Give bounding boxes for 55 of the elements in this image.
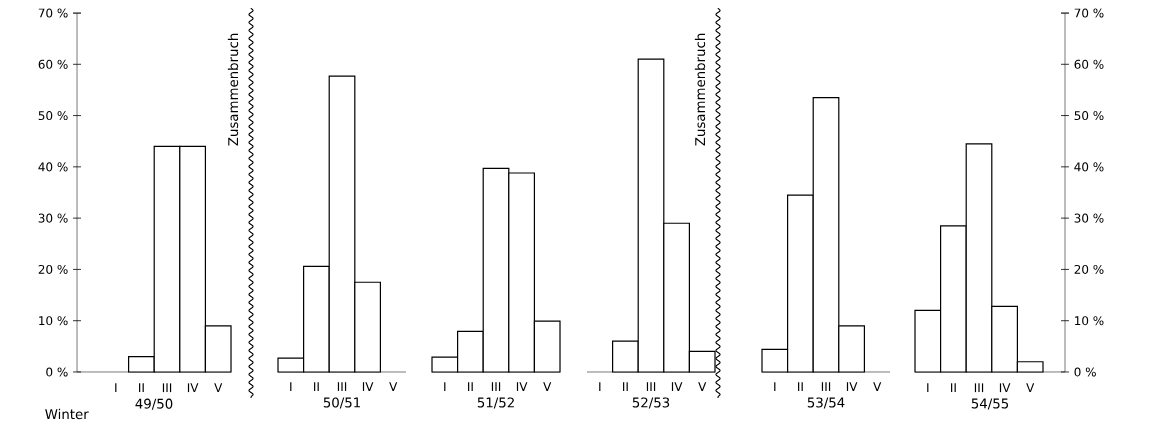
x-tick-label: III: [646, 382, 656, 391]
x-tick-label: II: [314, 382, 319, 391]
x-tick-label: IV: [187, 383, 199, 393]
y2-tick-label: 10 %: [1075, 316, 1104, 326]
x-axis-title: 49/50: [135, 398, 173, 410]
x-tick-label: II: [468, 382, 473, 391]
x-tick-label: III: [491, 382, 501, 391]
x-tick-label: IV: [516, 382, 528, 391]
x-tick-label: III: [974, 383, 984, 393]
x-tick-label: IV: [362, 382, 374, 391]
y2-tick-label: 30 %: [1074, 213, 1104, 223]
x-axis-title: 53/54: [807, 397, 845, 409]
x-tick-label: IV: [999, 383, 1011, 393]
y-tick-label: 70 %: [38, 8, 68, 18]
x-tick-label: I: [444, 382, 446, 391]
y-tick-label: 50 %: [38, 111, 68, 121]
text: Winter: [45, 408, 89, 420]
x-tick-label: II: [951, 383, 956, 393]
annotation: Zusammenbruch: [694, 33, 706, 146]
x-tick-label: III: [162, 383, 172, 393]
y2-tick-label: 70 %: [1074, 8, 1104, 18]
x-tick-label: I: [927, 383, 929, 393]
x-tick-label: II: [623, 382, 628, 391]
x-tick-label: I: [115, 383, 117, 393]
x-tick-label: V: [873, 382, 882, 391]
x-axis-title: 54/55: [971, 398, 1009, 410]
x-tick-label: II: [139, 383, 144, 393]
y2-tick-label: 0 %: [1074, 367, 1096, 377]
x-tick-label: III: [337, 382, 347, 391]
x-tick-label: V: [543, 382, 552, 391]
annotation: Zusammenbruch: [227, 33, 239, 146]
y-tick-label: 30 %: [38, 213, 68, 223]
x-tick-label: IV: [846, 382, 858, 391]
y-tick-label: 0 %: [46, 367, 68, 377]
x-tick-label: II: [798, 382, 803, 391]
x-tick-label: III: [821, 382, 831, 391]
y2-tick-label: 40 %: [1074, 162, 1104, 172]
y2-tick-label: 20 %: [1074, 264, 1104, 274]
x-tick-label: V: [698, 382, 707, 391]
x-tick-label: I: [599, 382, 601, 391]
y-tick-label: 20 %: [38, 264, 68, 274]
y-tick-label: 10 %: [39, 316, 68, 326]
y2-tick-label: 50 %: [1074, 111, 1104, 121]
x-tick-label: I: [290, 382, 292, 391]
x-tick-label: V: [1026, 383, 1035, 393]
x-tick-label: V: [214, 383, 223, 393]
y-tick-label: 60 %: [38, 59, 68, 69]
x-tick-label: I: [774, 382, 776, 391]
y-tick-label: 40 %: [38, 162, 68, 172]
x-axis-title: 52/53: [632, 397, 670, 409]
x-axis-title: 50/51: [323, 397, 360, 409]
y2-tick-label: 60 %: [1074, 59, 1104, 69]
x-tick-label: IV: [671, 382, 683, 391]
x-axis-title: 51/52: [477, 397, 514, 409]
x-tick-label: V: [389, 382, 398, 391]
